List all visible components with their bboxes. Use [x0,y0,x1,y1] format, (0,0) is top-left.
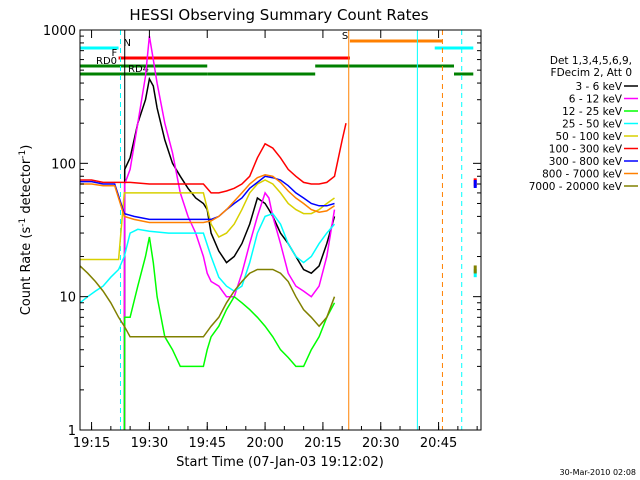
y-axis-label: Count Rate (s-1 detector-1) [18,145,34,316]
series-line-3 [79,212,336,304]
x-tick-label: 20:00 [246,436,283,451]
y-axis-label-sup2: -1 [18,150,28,159]
series-line-0 [123,76,336,431]
series-line-8 [79,265,336,338]
series-layer [79,35,477,431]
y-tick-label: 10 [59,291,76,306]
series-line-1 [123,35,336,431]
chart-title: HESSI Observing Summary Count Rates [129,6,428,24]
legend-label: 3 - 6 keV [575,81,622,93]
right-edge-point [473,265,477,274]
y-tick-label: 1 [68,424,76,439]
status-bar-label: S [342,31,348,42]
y-axis-label-part3: ) [19,145,34,150]
x-tick-label: 19:30 [131,436,168,451]
x-tick-label: 19:15 [73,436,110,451]
series-line-4 [80,179,335,261]
x-tick-label: 20:45 [420,436,457,451]
legend-header: FDecim 2, Att 0 [551,67,632,79]
series-line-6 [80,175,335,221]
x-tick-label: 19:45 [189,436,226,451]
status-bar-label: RD4 [128,64,149,75]
series-line-7 [80,174,335,224]
series-line-5 [80,123,347,194]
y-tick-label: 100 [51,157,76,172]
plot-frame [79,29,482,431]
timestamp: 30-Mar-2010 02:08 [560,468,637,477]
legend-label: 800 - 7000 keV [542,169,623,181]
x-tick-label: 20:15 [304,436,341,451]
status-bar-label: RD0 [96,56,117,67]
y-axis-label-part1: Count Rate (s [19,227,34,316]
legend-label: 25 - 50 keV [562,119,623,131]
legend-label: 300 - 800 keV [549,156,623,168]
right-edge-point [473,179,477,188]
vlines-layer [119,30,463,430]
legend: Det 1,3,4,5,6,9,FDecim 2, Att 0 3 - 6 keV… [529,55,638,193]
series-line-2 [123,236,336,431]
status-bar-label: F [112,48,118,59]
legend-label: 100 - 300 keV [549,144,623,156]
y-axis-label-sup1: -1 [18,218,28,227]
legend-label: 12 - 25 keV [562,106,623,118]
y-tick-label: 1000 [43,24,76,39]
x-tick-label: 20:30 [362,436,399,451]
y-ticks: 1 10 100 1000 [43,24,481,439]
legend-label: 7000 - 20000 keV [529,181,623,193]
x-ticks: 19:15 19:30 19:45 20:00 20:15 20:30 20:45 [73,30,478,451]
y-axis-label-part2: detector [19,158,34,218]
legend-label: 50 - 100 keV [555,131,622,143]
legend-label: 6 - 12 keV [569,94,623,106]
x-axis-label: Start Time (07-Jan-03 19:12:02) [176,455,384,470]
status-bar-label: N [124,38,131,49]
legend-header: Det 1,3,4,5,6,9, [550,55,632,67]
